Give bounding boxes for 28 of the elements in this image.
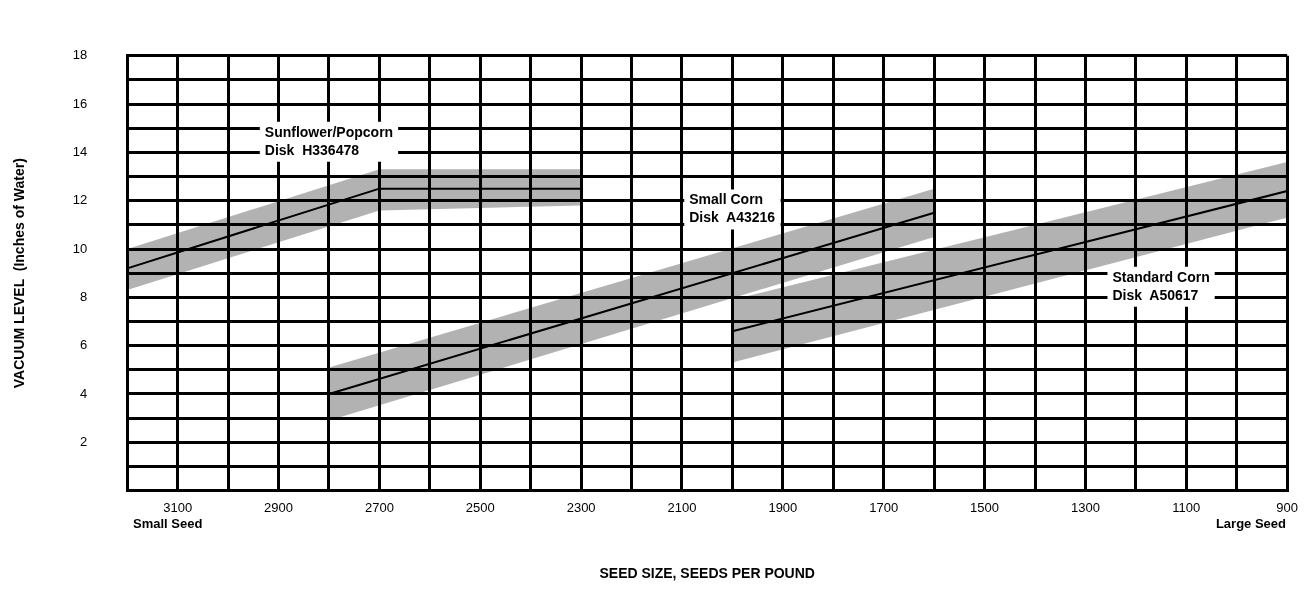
x-tick-label: 1300 [1070, 499, 1100, 515]
text: Small Corn Disk A43216 [689, 191, 776, 226]
x-tick-label: 900 [1276, 499, 1299, 515]
text: Sunflower/Popcorn Disk H336478 [264, 123, 394, 158]
text: Large Seed [1215, 516, 1286, 531]
x-tick-label: 1700 [869, 499, 899, 515]
y-axis-title: VACUUM LEVEL (Inches of Water) [11, 158, 28, 389]
x-tick-label: 2700 [364, 499, 394, 515]
x-tick-label: 1900 [768, 499, 798, 515]
y-tick-label: 18 [72, 47, 88, 63]
y-tick-label: 14 [72, 144, 88, 159]
x-tick-label: 2500 [465, 499, 495, 515]
x-tick-label: 3100 [163, 499, 193, 515]
y-tick-label: 16 [72, 95, 88, 111]
text: Standard Corn Disk A50617 [1112, 268, 1210, 303]
y-tick-label: 10 [72, 240, 88, 256]
y-tick-label: 6 [80, 337, 88, 353]
text: Small Seed [133, 516, 203, 531]
x-tick-label: 2100 [667, 499, 697, 515]
x-tick-label: 1500 [970, 499, 1000, 515]
x-axis-title: SEED SIZE, SEEDS PER POUND [599, 565, 815, 582]
x-tick-label: 2300 [566, 499, 596, 515]
x-tick-label: 2900 [264, 499, 294, 515]
y-tick-label: 8 [80, 288, 88, 304]
y-tick-label: 2 [80, 433, 88, 449]
y-tick-label: 12 [72, 192, 88, 208]
y-tick-label: 4 [80, 385, 88, 401]
x-tick-label: 1100 [1172, 499, 1201, 515]
